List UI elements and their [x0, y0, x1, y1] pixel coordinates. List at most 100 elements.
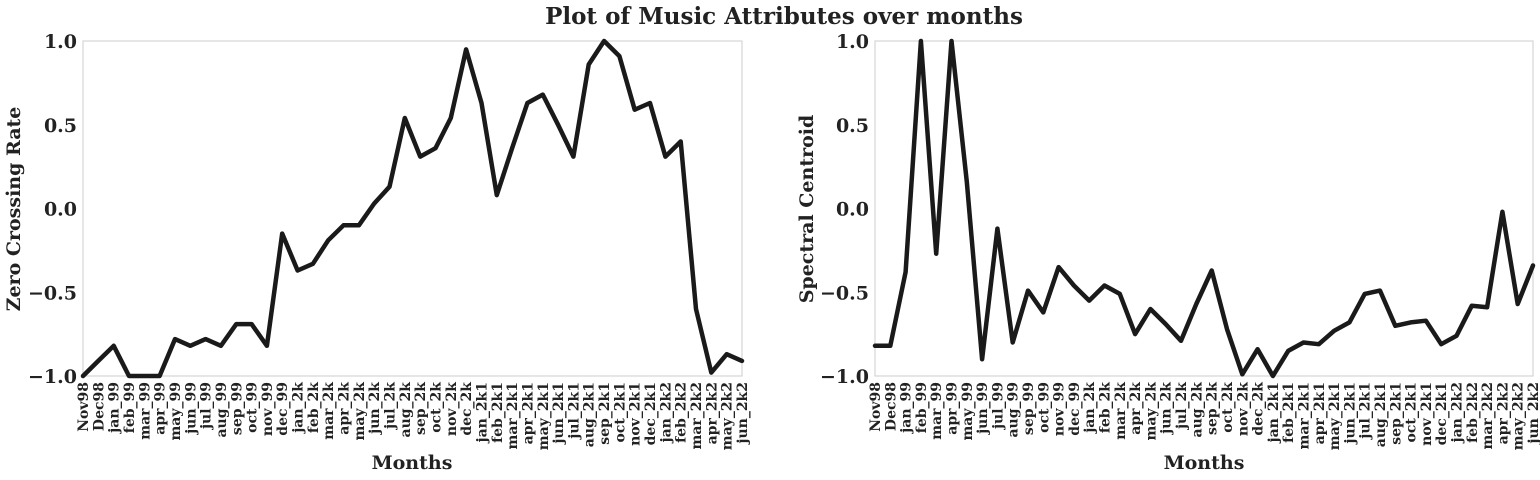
x-tick-label: may_2k2 [720, 382, 736, 450]
x-tick-label: mar_2k1 [1296, 382, 1312, 449]
x-tick-label: oct_2k1 [612, 382, 628, 443]
y-tick-label: −0.5 [28, 282, 77, 304]
x-tick-label: feb_2k2 [1465, 382, 1481, 443]
x-tick-label: jun_2k2 [735, 382, 751, 446]
x-axis-ticks: Nov98 Dec98 jan_99 feb_99 mar_99 apr_99 may_99… [868, 382, 1540, 451]
x-tick-label: jul_99 [990, 382, 1006, 431]
x-tick-label: may_2k1 [1327, 382, 1343, 450]
x-tick-label: jan_2k2 [658, 382, 674, 445]
x-tick-label: sep_2k1 [1388, 382, 1404, 445]
x-tick-label: jan_2k [1082, 382, 1098, 435]
x-tick-label: dec_99 [275, 382, 291, 436]
figure-title: Plot of Music Attributes over months [545, 3, 1023, 30]
x-tick-label: feb_99 [914, 382, 930, 433]
x-tick-label: mar_2k2 [689, 382, 705, 449]
x-tick-label: jul_99 [199, 382, 215, 431]
x-tick-label: mar_2k [321, 382, 337, 440]
y-tick-label: 0.5 [836, 115, 869, 137]
x-tick-label: feb_2k2 [674, 382, 690, 443]
x-tick-label: dec_99 [1067, 382, 1083, 436]
x-tick-label: dec_2k [459, 382, 475, 436]
x-tick-label: jun_99 [975, 382, 991, 436]
y-axis-label: Zero Crossing Rate [3, 107, 25, 312]
x-axis-label: Months [372, 452, 453, 474]
x-tick-label: Nov98 [868, 382, 884, 432]
x-tick-label: jun_2k1 [1342, 382, 1358, 446]
x-tick-label: oct_99 [1036, 382, 1052, 433]
x-tick-label: sep_99 [1021, 382, 1037, 435]
y-tick-label: 0.5 [44, 115, 77, 137]
spectral-centroid-chart: −1.0 −0.5 0.0 0.5 1.0 Nov98 Dec98 jan_99 feb_99… [796, 31, 1540, 474]
x-tick-label: sep_99 [229, 382, 245, 435]
x-tick-label: nov_2k1 [1419, 382, 1435, 446]
plot-frame [82, 40, 743, 377]
y-tick-label: 0.0 [44, 199, 77, 221]
x-tick-label: apr_2k [337, 382, 353, 435]
x-tick-label: oct_2k [428, 382, 444, 433]
x-tick-label: mar_2k2 [1480, 382, 1496, 449]
x-tick-label: jan_2k [291, 382, 307, 435]
x-tick-label: mar_99 [137, 382, 153, 440]
x-tick-label: jun_2k1 [551, 382, 567, 446]
x-tick-label: dec_2k1 [1434, 382, 1450, 445]
x-tick-label: apr_2k1 [1312, 382, 1328, 444]
x-axis-ticks: Nov98 Dec98 jan_99 feb_99 mar_99 apr_99 may_99… [76, 382, 751, 451]
zero-crossing-rate-chart: −1.0 −0.5 0.0 0.5 1.0 Nov98 Dec98 jan_99 feb_99… [3, 31, 751, 474]
x-tick-label: jan_2k1 [1266, 382, 1282, 445]
x-tick-label: apr_99 [945, 382, 961, 435]
x-tick-label: feb_2k [1098, 382, 1114, 433]
x-tick-label: Dec98 [883, 382, 899, 431]
x-tick-label: sep_2k [413, 382, 429, 435]
x-tick-label: oct_2k1 [1404, 382, 1420, 443]
x-tick-label: aug_2k [398, 382, 414, 438]
x-tick-label: apr_2k2 [1495, 382, 1511, 444]
y-tick-label: 1.0 [836, 31, 869, 53]
x-tick-label: feb_2k1 [490, 382, 506, 443]
x-tick-label: may_2k [352, 382, 368, 441]
x-tick-label: aug_2k1 [1373, 382, 1389, 447]
x-tick-label: apr_99 [153, 382, 169, 435]
x-tick-label: nov_2k1 [628, 382, 644, 446]
x-tick-label: nov_99 [260, 382, 276, 436]
plot-frame [874, 40, 1534, 377]
y-tick-label: 1.0 [44, 31, 77, 53]
x-tick-label: apr_2k1 [520, 382, 536, 444]
y-axis-ticks: −1.0 −0.5 0.0 0.5 1.0 [28, 31, 77, 388]
x-tick-label: aug_2k1 [582, 382, 598, 447]
x-tick-label: mar_2k [1113, 382, 1129, 440]
x-tick-label: jul_2k1 [566, 382, 582, 441]
x-tick-label: feb_99 [122, 382, 138, 433]
x-tick-label: may_2k1 [536, 382, 552, 450]
x-tick-label: nov_99 [1052, 382, 1068, 436]
x-tick-label: jun_2k2 [1526, 382, 1540, 446]
x-tick-label: jun_2k [1159, 382, 1175, 436]
x-tick-label: sep_2k [1205, 382, 1221, 435]
y-tick-label: 0.0 [836, 199, 869, 221]
x-tick-label: may_2k2 [1511, 382, 1527, 450]
x-tick-label: jan_99 [107, 382, 123, 435]
x-tick-label: mar_2k1 [505, 382, 521, 449]
x-tick-label: oct_2k [1220, 382, 1236, 433]
x-tick-label: may_99 [960, 382, 976, 441]
x-tick-label: feb_2k1 [1281, 382, 1297, 443]
zero-crossing-rate-line [80, 38, 745, 379]
x-tick-label: nov_2k [1235, 382, 1251, 436]
x-tick-label: dec_2k [1251, 382, 1267, 436]
x-tick-label: aug_99 [214, 382, 230, 438]
x-tick-label: may_2k [1143, 382, 1159, 441]
x-tick-label: nov_2k [444, 382, 460, 436]
x-tick-label: may_99 [168, 382, 184, 441]
y-axis-label: Spectral Centroid [796, 115, 818, 304]
x-tick-label: jul_2k [383, 382, 399, 431]
x-tick-label: apr_2k2 [704, 382, 720, 444]
y-tick-label: −1.0 [28, 366, 77, 388]
x-tick-label: apr_2k [1128, 382, 1144, 435]
x-tick-label: jun_99 [183, 382, 199, 436]
x-tick-label: jul_2k1 [1358, 382, 1374, 441]
spectral-centroid-line [872, 38, 1536, 379]
x-tick-label: aug_2k [1189, 382, 1205, 438]
x-tick-label: aug_99 [1006, 382, 1022, 438]
x-tick-label: oct_99 [245, 382, 261, 433]
x-axis-label: Months [1164, 452, 1245, 474]
